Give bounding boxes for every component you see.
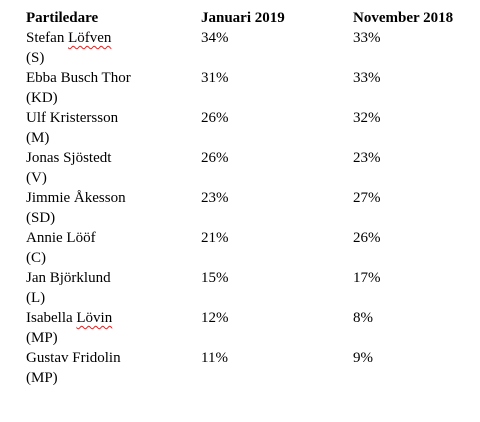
leader-cell: Isabella Lövin (MP) [26, 308, 201, 348]
jan-2019-value: 12% [201, 310, 229, 326]
nov-2018-value: 27% [353, 190, 381, 206]
header-november-2018: November 2018 [353, 10, 454, 26]
nov-2018-value: 17% [353, 270, 381, 286]
nov-2018-value: 23% [353, 150, 381, 166]
leader-last-name-misspelled: Lövin [76, 310, 113, 326]
leader-last-name-misspelled: Löfven [68, 30, 112, 46]
jan-2019-value: 11% [201, 350, 228, 366]
leader-party: (M) [26, 130, 50, 146]
leader-name: Jonas Sjöstedt [26, 150, 112, 166]
table-row: Jonas Sjöstedt (V) 26% 23% [26, 148, 463, 188]
table-header-row: Partiledare Januari 2019 November 2018 [26, 8, 463, 28]
table-row: Ulf Kristersson (M) 26% 32% [26, 108, 463, 148]
leader-name: Annie Lööf [26, 230, 96, 246]
table-row: Isabella Lövin (MP) 12% 8% [26, 308, 463, 348]
jan-2019-value: 26% [201, 110, 229, 126]
leader-first-name: Stefan [26, 30, 65, 46]
leader-party: (C) [26, 250, 46, 266]
leader-party: (MP) [26, 330, 58, 346]
leader-party: (KD) [26, 90, 58, 106]
table-row: Ebba Busch Thor (KD) 31% 33% [26, 68, 463, 108]
leader-cell: Jonas Sjöstedt (V) [26, 148, 201, 188]
jan-2019-value: 34% [201, 30, 229, 46]
leader-cell: Gustav Fridolin (MP) [26, 348, 201, 388]
leader-cell: Jan Björklund (L) [26, 268, 201, 308]
table-row: Jan Björklund (L) 15% 17% [26, 268, 463, 308]
jan-2019-value: 15% [201, 270, 229, 286]
leader-name: Jan Björklund [26, 270, 111, 286]
jan-2019-value: 23% [201, 190, 229, 206]
nov-2018-value: 33% [353, 70, 381, 86]
leader-name: Isabella Lövin [26, 308, 201, 328]
leader-cell: Annie Lööf (C) [26, 228, 201, 268]
table-row: Jimmie Åkesson (SD) 23% 27% [26, 188, 463, 228]
jan-2019-value: 31% [201, 70, 229, 86]
leader-name: Ebba Busch Thor [26, 70, 131, 86]
header-januari-2019: Januari 2019 [201, 10, 285, 26]
nov-2018-value: 32% [353, 110, 381, 126]
header-partiledare: Partiledare [26, 10, 99, 26]
leader-cell: Jimmie Åkesson (SD) [26, 188, 201, 228]
leader-party: (V) [26, 170, 47, 186]
nov-2018-value: 8% [353, 310, 373, 326]
leader-cell: Stefan Löfven (S) [26, 28, 201, 68]
leader-name: Jimmie Åkesson [26, 190, 126, 206]
leader-name: Stefan Löfven [26, 28, 201, 48]
leader-party: (SD) [26, 210, 56, 226]
table-row: Stefan Löfven (S) 34% 33% [26, 28, 463, 68]
table-row: Annie Lööf (C) 21% 26% [26, 228, 463, 268]
leader-name: Ulf Kristersson [26, 110, 119, 126]
jan-2019-value: 26% [201, 150, 229, 166]
table-row: Gustav Fridolin (MP) 11% 9% [26, 348, 463, 388]
leader-party: (S) [26, 50, 45, 66]
nov-2018-value: 26% [353, 230, 381, 246]
leader-cell: Ebba Busch Thor (KD) [26, 68, 201, 108]
leader-poll-table: Partiledare Januari 2019 November 2018 S… [26, 8, 463, 388]
leader-party: (L) [26, 290, 46, 306]
leader-party: (MP) [26, 370, 58, 386]
jan-2019-value: 21% [201, 230, 229, 246]
nov-2018-value: 33% [353, 30, 381, 46]
leader-name: Gustav Fridolin [26, 350, 121, 366]
leader-first-name: Isabella [26, 310, 73, 326]
nov-2018-value: 9% [353, 350, 373, 366]
leader-cell: Ulf Kristersson (M) [26, 108, 201, 148]
